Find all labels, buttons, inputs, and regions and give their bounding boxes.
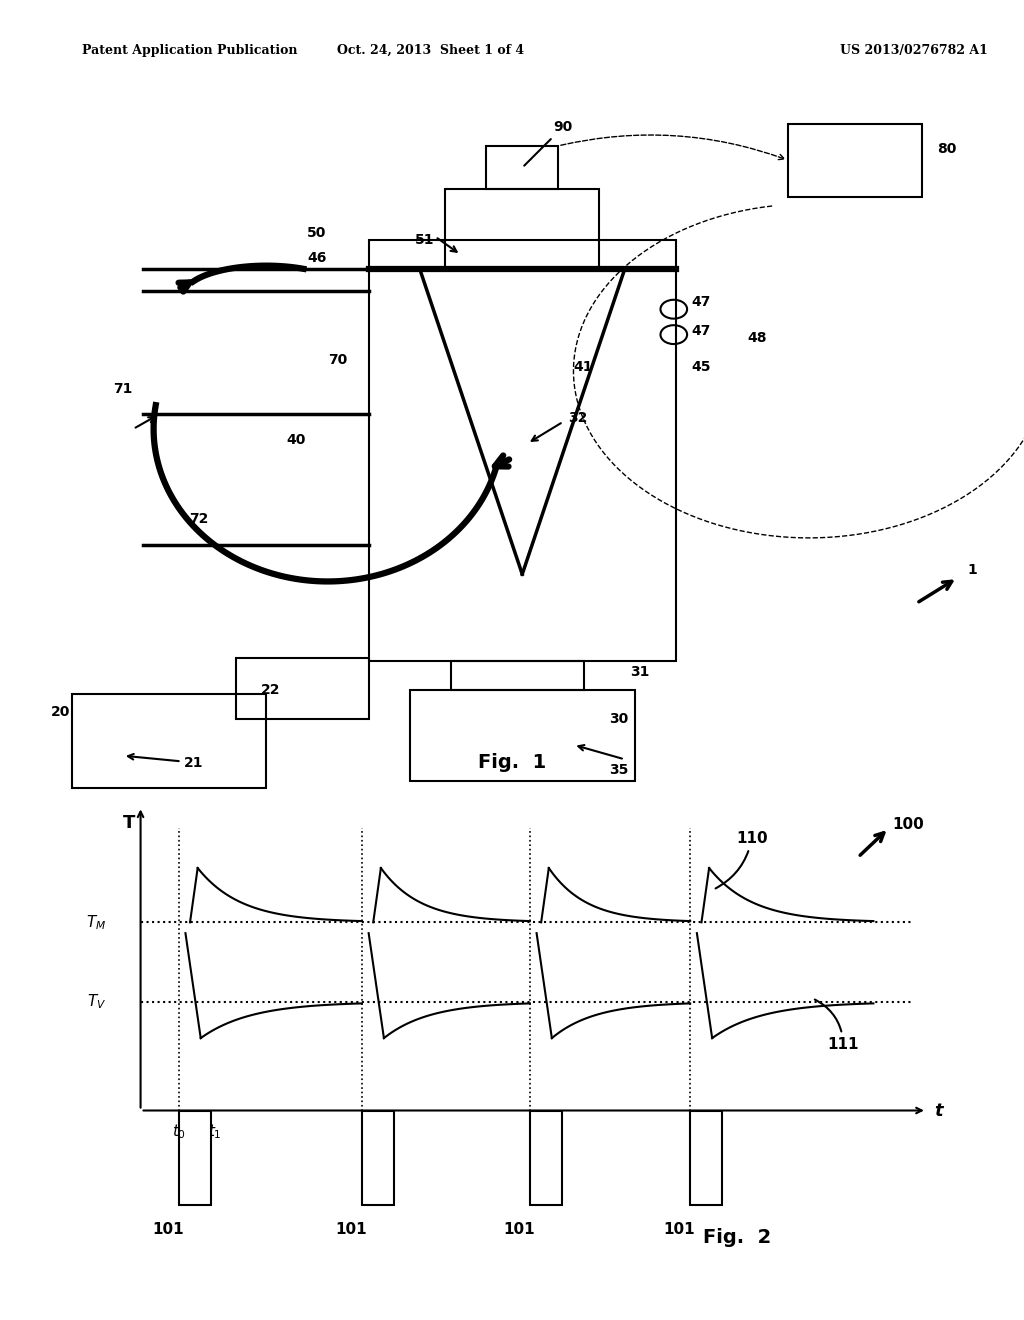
Text: t: t	[935, 1101, 943, 1119]
Text: $t_1$: $t_1$	[208, 1122, 221, 1140]
Bar	[72, 694, 266, 788]
Text: 47: 47	[691, 323, 711, 338]
Text: 35: 35	[609, 763, 629, 777]
Bar	[369, 240, 676, 661]
Bar	[529, 1110, 562, 1205]
Text: 100: 100	[893, 817, 925, 832]
Text: 1: 1	[968, 564, 978, 577]
Text: T: T	[123, 813, 135, 832]
Bar	[451, 661, 584, 690]
Text: 90: 90	[524, 120, 572, 166]
Text: 101: 101	[503, 1221, 535, 1237]
Bar	[486, 145, 558, 189]
Text: $T_V$: $T_V$	[87, 993, 106, 1011]
Text: 48: 48	[748, 331, 767, 345]
Text: 51: 51	[415, 232, 434, 247]
Text: 110: 110	[716, 830, 768, 888]
Text: 47: 47	[691, 294, 711, 309]
Text: 22: 22	[261, 682, 281, 697]
Bar	[690, 1110, 722, 1205]
Text: 31: 31	[630, 665, 649, 678]
Text: Patent Application Publication: Patent Application Publication	[82, 44, 297, 57]
Text: 101: 101	[152, 1221, 183, 1237]
Text: Fig.  2: Fig. 2	[703, 1229, 771, 1247]
Text: $T_M$: $T_M$	[86, 913, 106, 932]
Text: Fig.  1: Fig. 1	[478, 754, 546, 772]
Text: $t_0$: $t_0$	[172, 1122, 186, 1140]
Text: 111: 111	[815, 999, 859, 1052]
Bar	[179, 1110, 211, 1205]
Text: US 2013/0276782 A1: US 2013/0276782 A1	[840, 44, 987, 57]
Text: 46: 46	[307, 251, 327, 265]
Text: Oct. 24, 2013  Sheet 1 of 4: Oct. 24, 2013 Sheet 1 of 4	[337, 44, 523, 57]
Bar	[410, 690, 635, 781]
Bar	[445, 189, 599, 269]
Text: 80: 80	[937, 143, 956, 156]
Text: 30: 30	[609, 711, 629, 726]
Text: 32: 32	[568, 411, 588, 425]
Text: 50: 50	[307, 226, 327, 240]
Text: 45: 45	[691, 360, 711, 374]
Bar	[788, 124, 922, 197]
Text: 41: 41	[573, 360, 593, 374]
Text: 101: 101	[664, 1221, 695, 1237]
Text: 20: 20	[51, 705, 71, 719]
Text: 40: 40	[287, 433, 306, 446]
Text: 70: 70	[328, 352, 347, 367]
Bar	[361, 1110, 394, 1205]
Text: 101: 101	[335, 1221, 367, 1237]
Text: 71: 71	[113, 381, 132, 396]
Text: 72: 72	[189, 512, 209, 527]
Bar	[236, 657, 369, 719]
Text: 21: 21	[128, 754, 204, 770]
